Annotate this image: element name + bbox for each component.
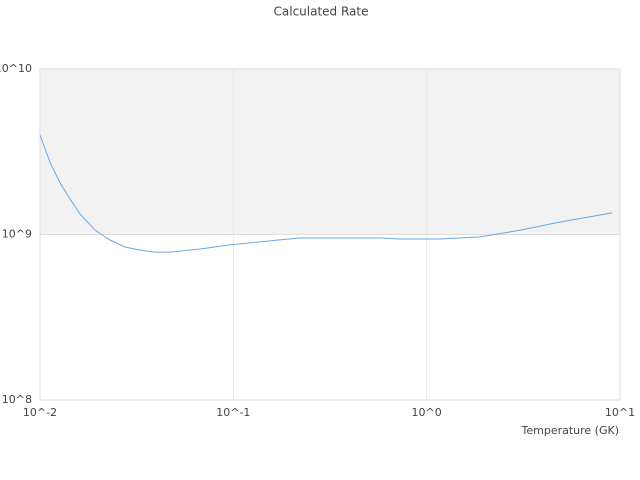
x-tick-label: 10^1 <box>605 406 635 419</box>
plot-band <box>40 69 620 235</box>
x-tick-label: 10^0 <box>412 406 442 419</box>
y-tick-label: 10^10 <box>0 62 32 75</box>
y-tick-label: 10^8 <box>2 393 32 406</box>
x-axis-label: Temperature (GK) <box>521 424 620 437</box>
data-line <box>39 134 613 253</box>
x-tick-label: 10^-2 <box>23 406 57 419</box>
x-tick-label: 10^-1 <box>216 406 250 419</box>
chart-title: Calculated Rate <box>274 5 369 19</box>
y-tick-label: 10^9 <box>2 228 32 241</box>
plot-border <box>39 68 621 401</box>
